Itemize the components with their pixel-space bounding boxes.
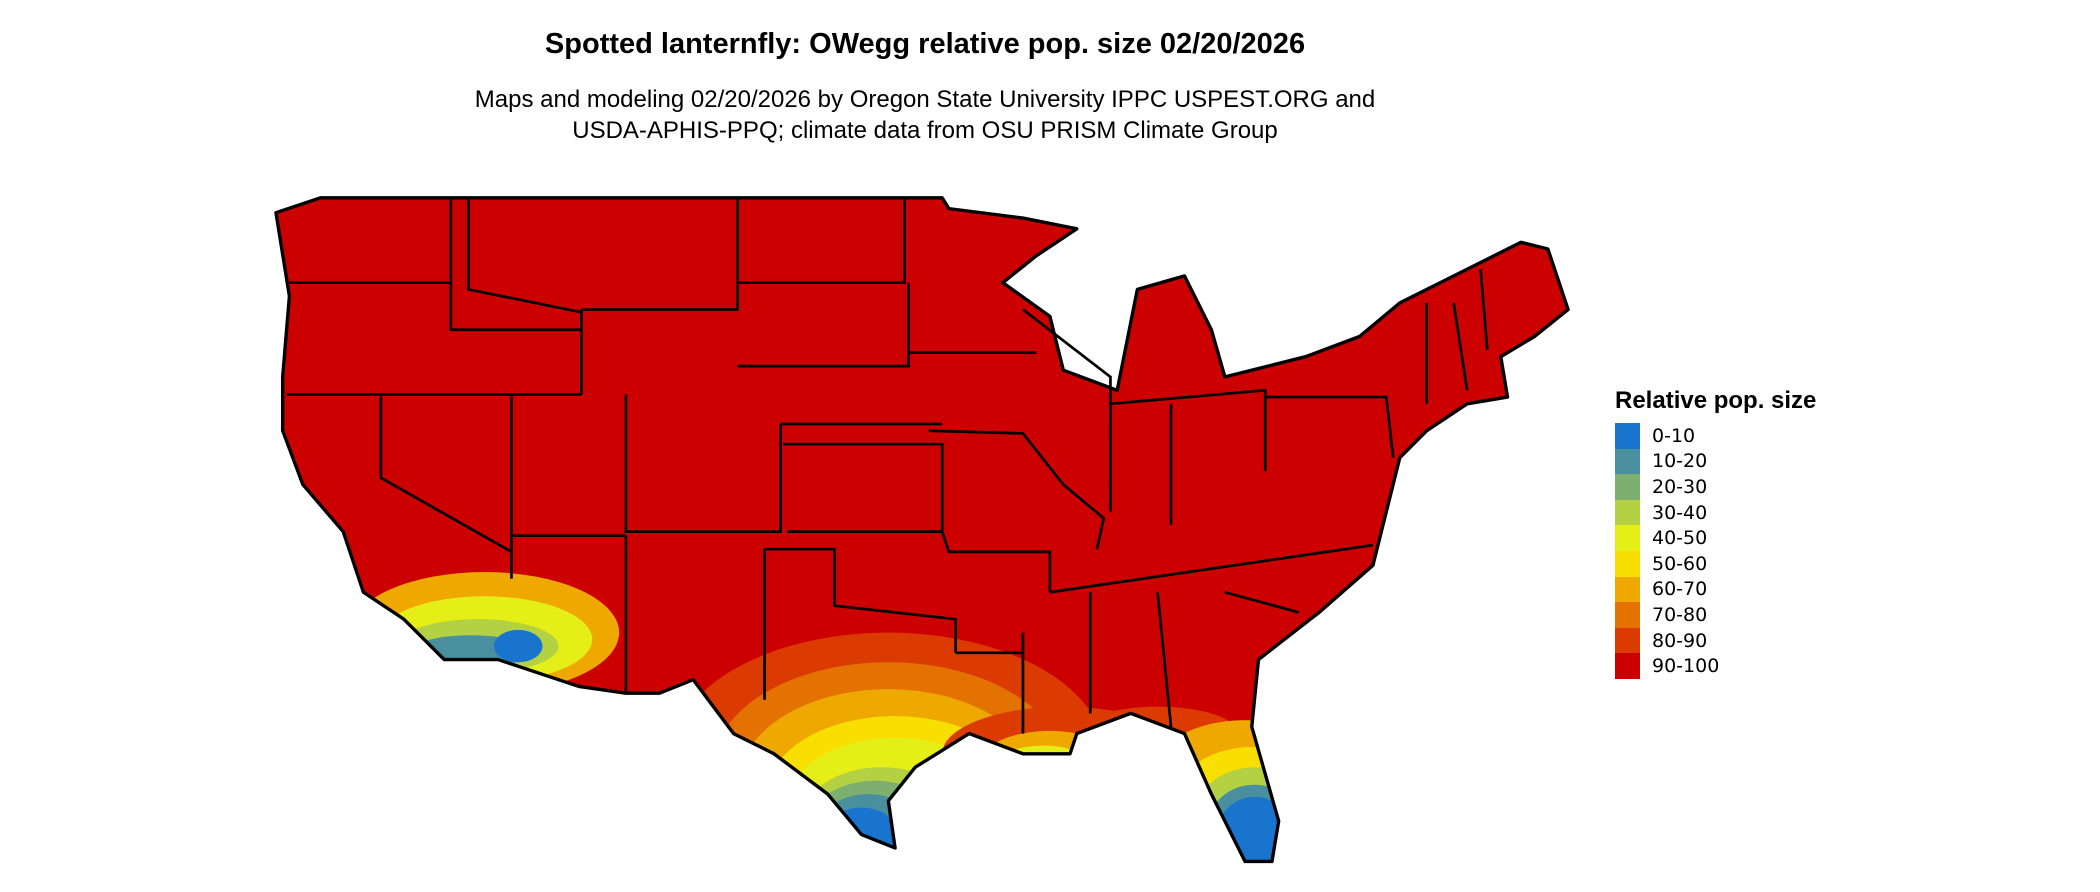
legend-item: 60-70 xyxy=(1615,576,1816,603)
legend-swatch xyxy=(1615,474,1640,500)
map-subtitle-line-1: Maps and modeling 02/20/2026 by Oregon S… xyxy=(474,86,1376,113)
legend-item: 10-20 xyxy=(1615,448,1816,475)
legend-swatch xyxy=(1615,448,1640,475)
legend-swatch xyxy=(1615,627,1640,654)
legend-item: 30-40 xyxy=(1615,499,1816,526)
legend-swatch xyxy=(1615,499,1640,526)
legend-swatch xyxy=(1615,550,1640,577)
legend-swatch xyxy=(1615,576,1640,603)
legend-label: 50-60 xyxy=(1652,552,1708,575)
legend-label: 90-100 xyxy=(1652,655,1720,678)
state-borders xyxy=(286,197,1489,734)
legend-swatch xyxy=(1615,525,1640,551)
legend-swatch xyxy=(1615,602,1640,628)
legend-item: 40-50 xyxy=(1615,525,1816,551)
legend-item: 80-90 xyxy=(1615,627,1816,654)
legend-label: 30-40 xyxy=(1652,501,1708,524)
legend-item: 20-30 xyxy=(1615,474,1816,500)
legend-title: Relative pop. size xyxy=(1615,387,1817,414)
legend-label: 10-20 xyxy=(1652,450,1708,473)
legend-label: 80-90 xyxy=(1652,629,1708,652)
legend-label: 40-50 xyxy=(1652,527,1708,550)
legend-item: 50-60 xyxy=(1615,550,1816,577)
legend-item: 90-100 xyxy=(1615,653,1816,679)
legend-label: 60-70 xyxy=(1652,578,1708,601)
map-title: Spotted lanternfly: OWegg relative pop. … xyxy=(544,28,1306,60)
legend: Relative pop. size 0-10 10-20 20-30 30-40 40… xyxy=(1615,387,1816,679)
legend-label: 20-30 xyxy=(1652,475,1708,498)
legend-label: 70-80 xyxy=(1652,603,1708,626)
legend-label: 0-10 xyxy=(1652,424,1696,447)
legend-item: 70-80 xyxy=(1615,602,1816,628)
legend-swatch xyxy=(1615,653,1640,679)
us-border xyxy=(274,196,1570,864)
legend-item: 0-10 xyxy=(1615,423,1816,449)
legend-swatch xyxy=(1615,423,1640,449)
map-subtitle-line-2: USDA-APHIS-PPQ; climate data from OSU PR… xyxy=(572,117,1278,144)
us-map-fill xyxy=(275,197,1569,862)
